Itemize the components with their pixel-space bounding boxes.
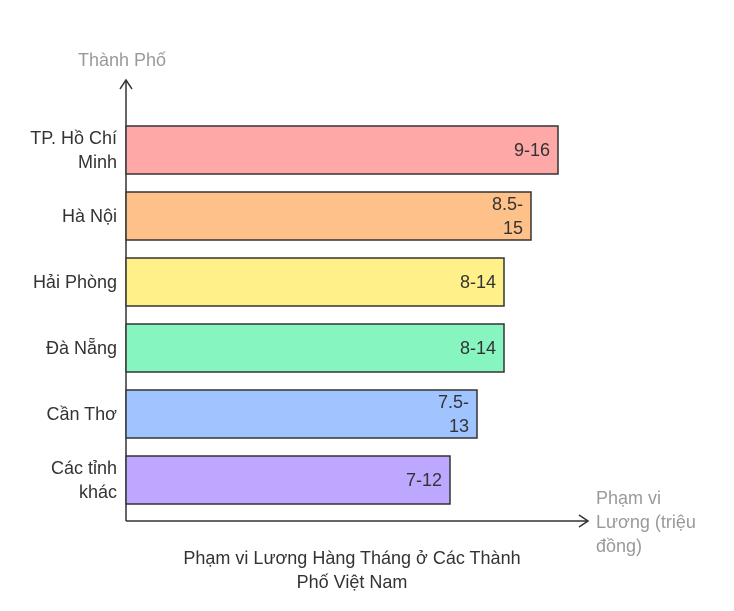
x-axis-title: Phạm vi Lương (triệu đồng) <box>596 488 696 556</box>
value-label: 8.5-15 <box>492 194 523 238</box>
value-label: 8-14 <box>460 338 496 358</box>
category-label: Hải Phòng <box>33 272 117 292</box>
bar <box>125 389 478 439</box>
value-labels: 9-16 8.5-15 8-14 8-14 7.5-13 7-12 <box>406 140 550 490</box>
bar <box>125 191 532 241</box>
category-label: Cần Thơ <box>46 404 117 424</box>
y-axis-title: Thành Phố <box>78 50 166 70</box>
chart-title: Phạm vi Lương Hàng Tháng ở Các Thành Phố … <box>183 548 520 592</box>
value-label: 8-14 <box>460 272 496 292</box>
bar <box>125 257 505 307</box>
value-label: 7.5-13 <box>438 392 469 436</box>
bar <box>125 125 559 175</box>
category-labels: TP. Hồ Chí Minh Hà Nội Hải Phòng Đà Nẵng Cần … <box>30 128 117 502</box>
category-label: Hà Nội <box>62 206 117 226</box>
category-label: Đà Nẵng <box>46 338 117 358</box>
value-label: 9-16 <box>514 140 550 160</box>
y-axis-arrow <box>119 78 133 90</box>
bar <box>125 323 505 373</box>
bars-group <box>125 125 559 505</box>
x-axis-arrow <box>578 514 590 528</box>
bar <box>125 455 451 505</box>
category-label: Các tỉnh khác <box>51 458 117 502</box>
value-label: 7-12 <box>406 470 442 490</box>
category-label: TP. Hồ Chí Minh <box>30 128 117 172</box>
